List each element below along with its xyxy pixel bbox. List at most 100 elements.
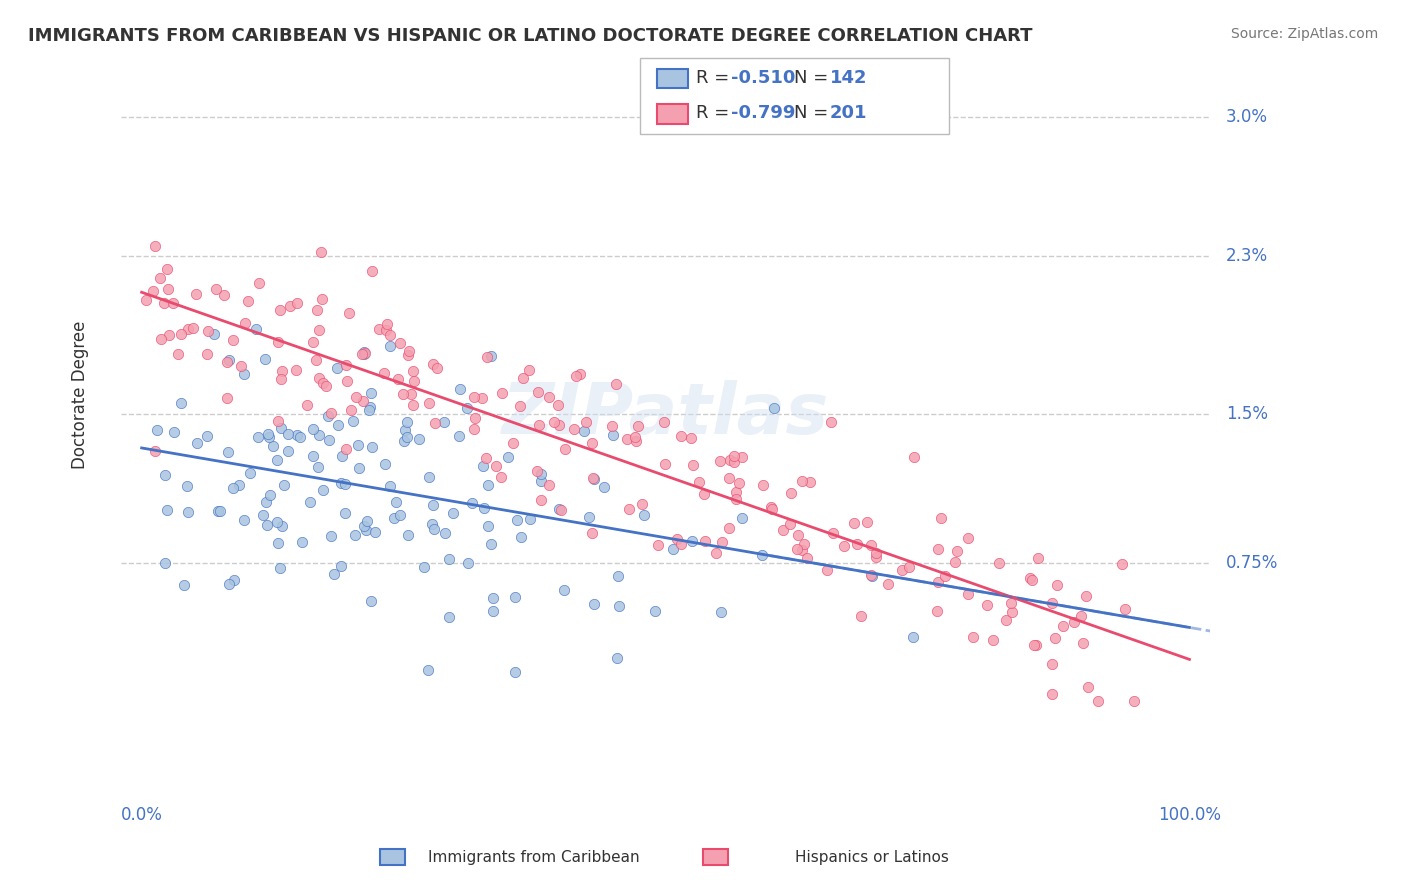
Point [859, 537, 882, 551]
Point [695, 533, 717, 548]
Point [865, 546, 887, 560]
Text: 201: 201 [830, 104, 868, 122]
Point [550, 502, 572, 516]
Point [347, 438, 370, 452]
Point [420, 517, 443, 532]
Point [401, 364, 423, 378]
Point [256, 518, 278, 533]
Point [195, 429, 218, 443]
Point [669, 537, 692, 551]
Point [342, 414, 364, 428]
Point [256, 426, 278, 441]
Point [471, 391, 494, 405]
Point [354, 346, 377, 360]
Point [463, 390, 485, 404]
Point [718, 453, 741, 467]
Point [548, 501, 571, 516]
Point [983, 633, 1005, 648]
Point [502, 436, 524, 450]
Point [475, 451, 498, 466]
Point [266, 516, 288, 530]
Point [218, 353, 240, 368]
Point [224, 573, 246, 587]
Point [330, 449, 353, 463]
Point [277, 443, 299, 458]
Point [396, 527, 419, 541]
Point [408, 432, 430, 446]
Point [1111, 557, 1133, 571]
Text: N =: N = [794, 69, 834, 87]
Point [877, 577, 900, 591]
Point [693, 487, 716, 501]
Point [509, 530, 531, 544]
Point [506, 513, 529, 527]
Point [1022, 638, 1045, 652]
Point [512, 371, 534, 385]
Point [285, 363, 308, 377]
Point [423, 522, 446, 536]
Point [156, 502, 179, 516]
Point [479, 349, 502, 363]
Point [832, 539, 855, 553]
Point [208, 504, 231, 518]
Point [527, 384, 550, 399]
Point [360, 385, 382, 400]
Point [253, 352, 276, 367]
Point [388, 335, 411, 350]
Point [339, 403, 361, 417]
Point [215, 355, 238, 369]
Point [374, 457, 396, 471]
Point [145, 423, 167, 437]
Point [1026, 551, 1049, 566]
Point [353, 518, 375, 533]
Point [627, 419, 650, 434]
Point [859, 567, 882, 582]
Point [347, 460, 370, 475]
Point [537, 478, 560, 492]
Point [538, 390, 561, 404]
Point [624, 430, 647, 444]
Point [482, 591, 505, 605]
Point [718, 521, 741, 535]
Point [186, 287, 208, 301]
Point [644, 604, 666, 618]
Point [344, 528, 367, 542]
Point [143, 444, 166, 458]
Point [392, 434, 415, 449]
Point [724, 491, 747, 506]
Text: N =: N = [794, 104, 834, 122]
Point [269, 302, 291, 317]
Point [181, 320, 204, 334]
Point [441, 506, 464, 520]
Point [956, 587, 979, 601]
Point [359, 402, 381, 417]
Point [529, 492, 551, 507]
Point [575, 415, 598, 429]
Point [233, 317, 256, 331]
Point [316, 409, 339, 423]
Point [167, 347, 190, 361]
Point [553, 582, 575, 597]
Point [503, 665, 526, 679]
Point [772, 523, 794, 537]
Point [285, 295, 308, 310]
Point [153, 467, 176, 482]
Point [624, 434, 647, 449]
Point [793, 536, 815, 550]
Point [1070, 609, 1092, 624]
Point [481, 604, 503, 618]
Point [509, 399, 531, 413]
Point [329, 558, 352, 573]
Point [333, 477, 356, 491]
Point [374, 322, 396, 336]
Point [402, 398, 425, 412]
Point [423, 417, 446, 431]
Point [477, 519, 499, 533]
Point [170, 326, 193, 341]
Point [353, 345, 375, 359]
Point [554, 442, 576, 457]
Point [228, 477, 250, 491]
Point [681, 533, 703, 548]
Point [976, 598, 998, 612]
Point [1025, 639, 1047, 653]
